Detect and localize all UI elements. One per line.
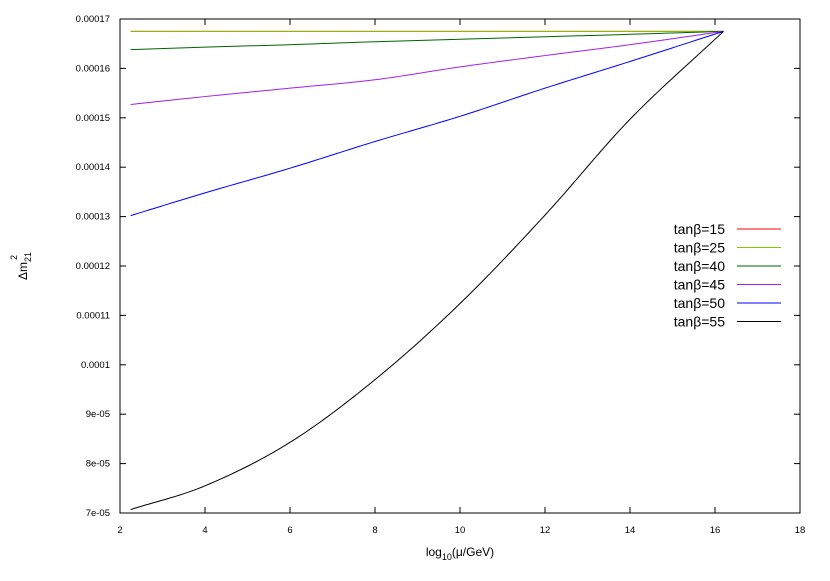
legend: tanβ=15 tanβ=25 tanβ=40 tanβ=45 tanβ=50 tanβ=… xyxy=(674,221,781,330)
legend-label: tanβ=15 xyxy=(674,221,725,237)
y-tick-label: 8e-05 xyxy=(86,459,110,470)
x-tick-label: 2 xyxy=(117,525,122,536)
x-axis-label-suffix: (μ/GeV) xyxy=(452,545,494,559)
series-line-tanb40 xyxy=(130,30,724,51)
ticks: 2 4 6 8 10 12 14 16 18 7e-05 8e-05 9e-05 0.0001 0.000… xyxy=(76,14,806,536)
x-axis-label-sub: 10 xyxy=(442,552,452,562)
x-tick-label: 4 xyxy=(202,525,207,536)
y-axis-label-sup: 2 xyxy=(9,255,19,260)
y-axis-label-base: Δm xyxy=(16,262,30,280)
series-line-tanb45 xyxy=(130,30,724,105)
y-tick-label: 0.00015 xyxy=(76,113,110,124)
x-tick-label: 18 xyxy=(795,525,806,536)
y-tick-label: 9e-05 xyxy=(86,409,110,420)
legend-label: tanβ=40 xyxy=(674,258,725,274)
x-tick-label: 12 xyxy=(540,525,551,536)
y-tick-label: 0.00016 xyxy=(76,63,110,74)
series-line-tanb55 xyxy=(130,30,724,511)
legend-label: tanβ=50 xyxy=(674,295,725,311)
legend-label: tanβ=25 xyxy=(674,240,725,256)
y-tick-label: 0.00014 xyxy=(76,162,110,173)
x-tick-label: 6 xyxy=(287,525,292,536)
y-tick-label: 0.00011 xyxy=(76,310,110,321)
y-tick-label: 0.00012 xyxy=(76,261,110,272)
y-tick-label: 0.0001 xyxy=(81,360,110,371)
y-tick-label: 0.00017 xyxy=(76,14,110,25)
x-tick-label: 8 xyxy=(372,525,377,536)
x-axis-label-prefix: log xyxy=(426,545,442,559)
y-tick-label: 0.00013 xyxy=(76,212,110,223)
legend-label: tanβ=55 xyxy=(674,314,725,330)
y-tick-label: 7e-05 xyxy=(86,508,110,519)
series-lines xyxy=(130,30,724,511)
series-line-tanb50 xyxy=(130,30,724,217)
y-axis-label-sub: 21 xyxy=(23,252,33,262)
x-tick-label: 10 xyxy=(455,525,466,536)
x-tick-label: 14 xyxy=(625,525,636,536)
legend-label: tanβ=45 xyxy=(674,277,725,293)
x-tick-label: 16 xyxy=(710,525,721,536)
y-axis-label: Δm21 2 xyxy=(9,252,33,280)
x-axis-label: log10(μ/GeV) xyxy=(426,545,494,562)
